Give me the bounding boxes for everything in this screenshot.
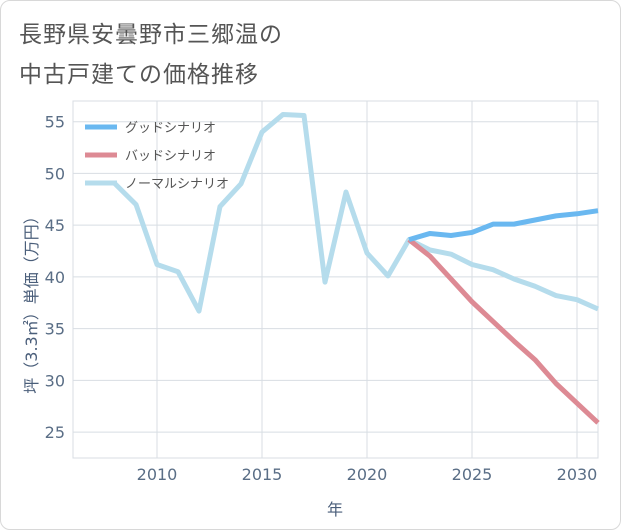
y-axis-label: 坪（3.3㎡）単価（万円） — [22, 208, 41, 393]
x-tick-2015: 2015 — [242, 465, 283, 484]
x-tick-2030: 2030 — [557, 465, 598, 484]
series-line-bad — [407, 237, 600, 425]
x-tick-2025: 2025 — [452, 465, 493, 484]
chart-title-line2: 中古戸建ての価格推移 — [19, 62, 259, 88]
y-tick-labels: 25 30 35 40 45 50 55 — [45, 113, 65, 442]
y-tick-45: 45 — [45, 216, 65, 235]
series-line-normal — [113, 111, 600, 314]
gridlines — [73, 101, 598, 458]
y-tick-40: 40 — [45, 268, 65, 287]
x-tick-labels: 2010 2015 2020 2025 2030 — [137, 465, 598, 484]
chart-title-line1: 長野県安曇野市三郷温の — [19, 22, 283, 48]
series-lines — [113, 111, 600, 425]
y-tick-50: 50 — [45, 164, 65, 183]
legend-label-good: グッドシナリオ — [125, 121, 216, 136]
legend-label-bad: バッドシナリオ — [125, 149, 216, 164]
y-tick-35: 35 — [45, 320, 65, 339]
legend-label-normal: ノーマルシナリオ — [125, 177, 229, 192]
x-tick-2010: 2010 — [137, 465, 178, 484]
y-tick-30: 30 — [45, 371, 65, 390]
y-tick-55: 55 — [45, 113, 65, 132]
y-tick-25: 25 — [45, 423, 65, 442]
x-tick-2020: 2020 — [347, 465, 388, 484]
x-axis-label: 年 — [327, 500, 343, 519]
series-line-good — [408, 208, 599, 243]
